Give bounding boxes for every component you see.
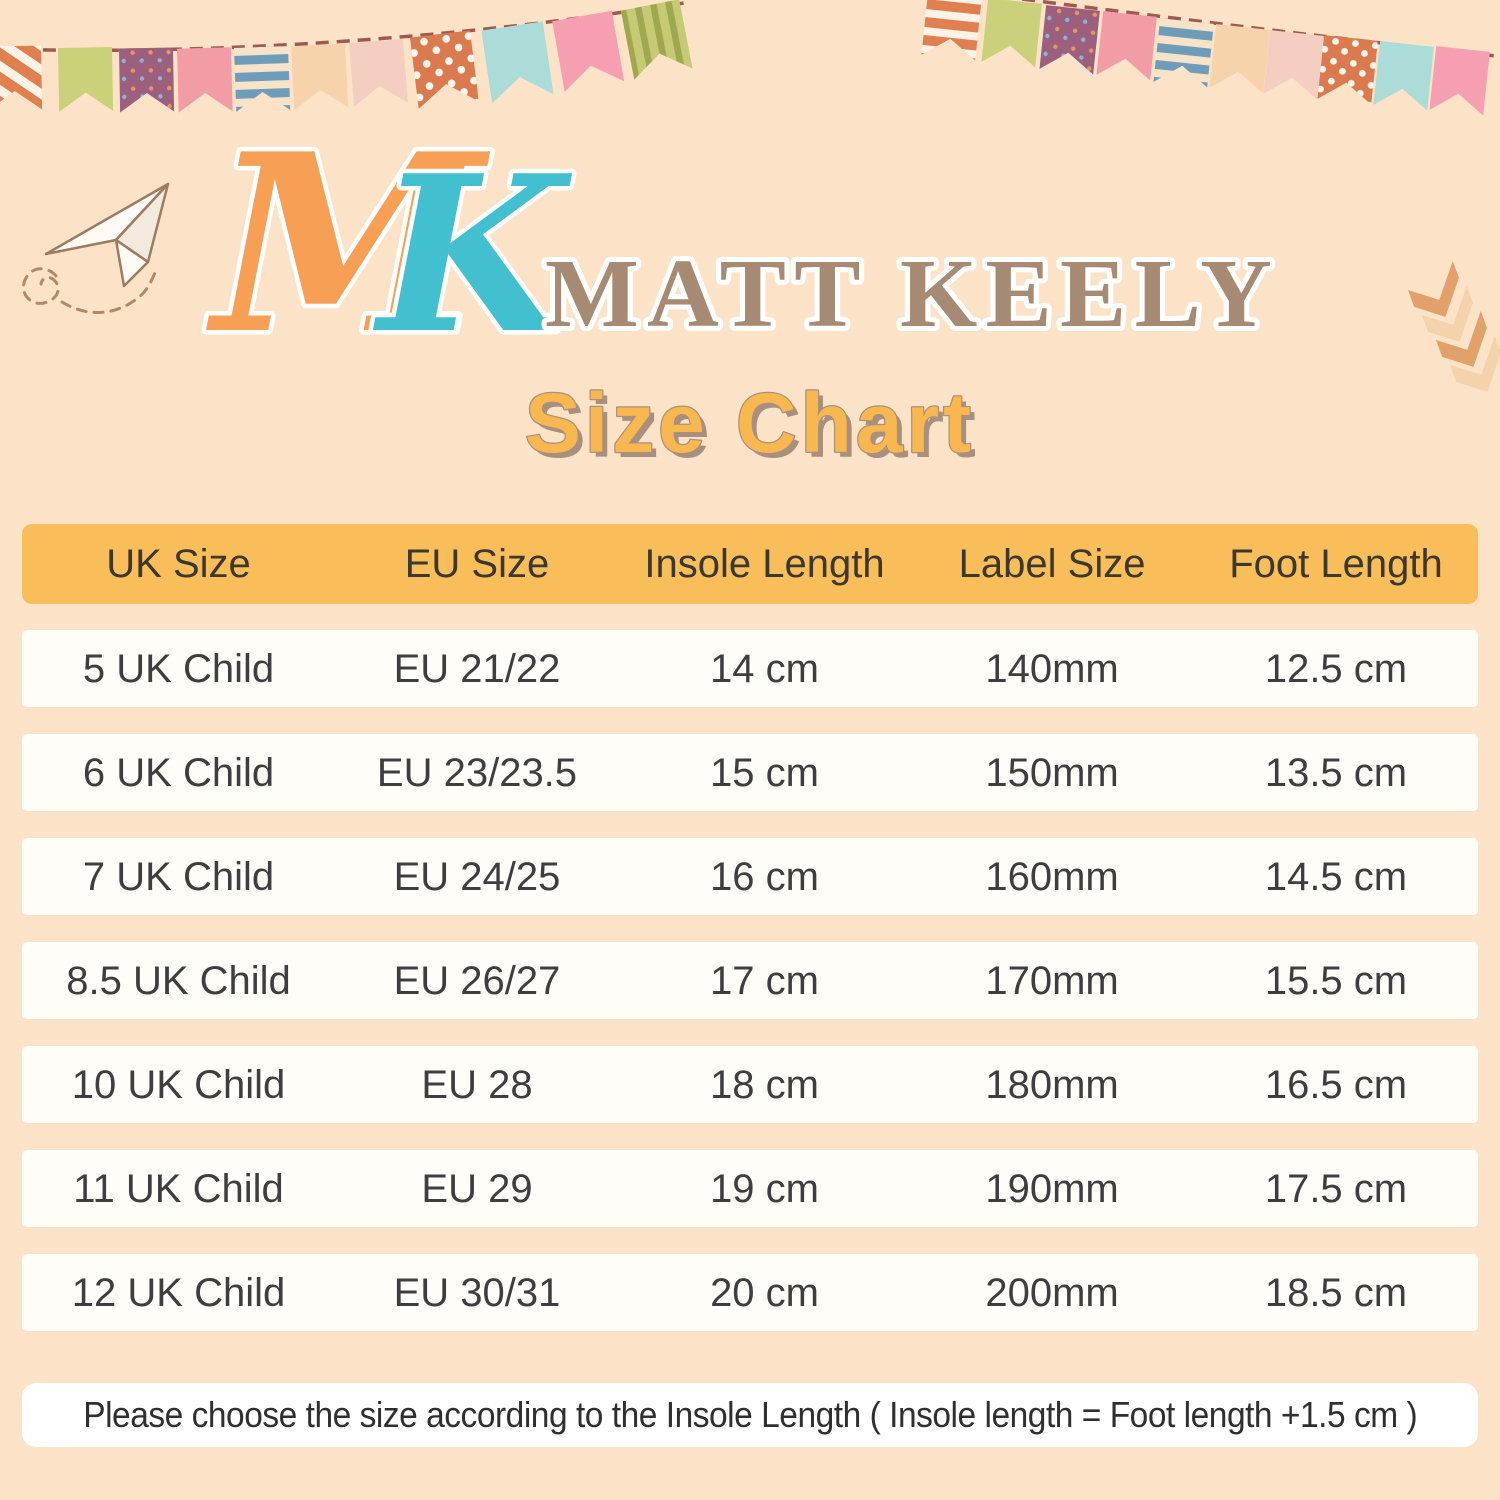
column-header: UK Size (106, 542, 251, 586)
table-cell: 12 UK Child (71, 1270, 286, 1315)
table-cell: 13.5 cm (1264, 750, 1408, 795)
page-title-shadow: Size Chart (530, 381, 980, 475)
brand-name: MATT KEELY (545, 240, 1280, 347)
table-cell: 8.5 UK Child (66, 958, 291, 1003)
swirl-trail (21, 267, 158, 314)
flag (1209, 24, 1270, 94)
table-body: 5 UK Child EU 21/22 14 cm 140mm 12.5 cm 6 UK … (22, 630, 1478, 1331)
table-cell: 170mm (985, 958, 1119, 1003)
table-cell: 200mm (985, 1270, 1119, 1315)
table-cell: 5 UK Child (82, 646, 275, 691)
table-cell: 180mm (985, 1062, 1119, 1107)
size-table: UK Size EU Size Insole Length Label Size Foo… (22, 524, 1478, 1358)
table-cell: 15.5 cm (1264, 958, 1408, 1003)
flag (58, 47, 114, 112)
table-cell: 17.5 cm (1264, 1166, 1408, 1211)
flag (1263, 30, 1324, 100)
table-cell: 11 UK Child (73, 1166, 284, 1211)
bunting-right (921, 0, 1500, 116)
paper-plane-icon (44, 182, 170, 288)
flag (552, 10, 625, 92)
flag (119, 47, 175, 113)
table-cell: 10 UK Child (71, 1062, 286, 1107)
flag (921, 0, 982, 61)
note-text: Please choose the size according to the … (82, 1394, 1417, 1435)
table-cell: EU 26/27 (393, 958, 561, 1003)
table-row: 6 UK Child EU 23/23.5 15 cm 150mm 13.5 cm (22, 734, 1478, 811)
table-cell: 16 cm (710, 854, 819, 899)
table-cell: 18.5 cm (1264, 1270, 1408, 1315)
flag (1153, 18, 1214, 88)
flag (0, 45, 43, 111)
table-row: 8.5 UK Child EU 26/27 17 cm 170mm 15.5 cm (22, 942, 1478, 1019)
flag (409, 30, 479, 109)
table-cell: 140mm (985, 646, 1119, 691)
table-cell: 190mm (985, 1166, 1119, 1211)
flag (1373, 41, 1434, 111)
flag (1429, 46, 1490, 116)
table-header-row: UK Size EU Size Insole Length Label Size Foo… (22, 524, 1478, 604)
page-title: Size Chart (525, 376, 975, 470)
table-cell: EU 29 (421, 1166, 533, 1211)
table-cell: 16.5 cm (1264, 1062, 1408, 1107)
column-header: Insole Length (644, 542, 885, 586)
table-cell: 14.5 cm (1264, 854, 1408, 899)
table-cell: 6 UK Child (82, 750, 275, 795)
table-row: 7 UK Child EU 24/25 16 cm 160mm 14.5 cm (22, 838, 1478, 915)
table-cell: 160mm (985, 854, 1119, 899)
column-header: Label Size (958, 542, 1146, 586)
table-cell: 19 cm (710, 1166, 819, 1211)
chevrons-icon (1408, 260, 1500, 392)
table-row: 5 UK Child EU 21/22 14 cm 140mm 12.5 cm (22, 630, 1478, 707)
note-bar: Please choose the size according to the … (22, 1383, 1478, 1447)
table-cell: 150mm (985, 750, 1119, 795)
table-cell: EU 30/31 (393, 1270, 561, 1315)
column-header: Foot Length (1229, 542, 1443, 586)
table-cell: 15 cm (710, 750, 819, 795)
table-cell: 7 UK Child (82, 854, 275, 899)
table-cell: EU 23/23.5 (376, 750, 578, 795)
bunting-left (0, 0, 693, 113)
flag (1039, 5, 1100, 75)
flag (349, 38, 408, 107)
table-cell: 18 cm (710, 1062, 819, 1107)
table-cell: EU 28 (421, 1062, 533, 1107)
table-cell: 20 cm (710, 1270, 819, 1315)
table-cell: 17 cm (710, 958, 819, 1003)
table-cell: EU 24/25 (393, 854, 561, 899)
table-row: 12 UK Child EU 30/31 20 cm 200mm 18.5 cm (22, 1254, 1478, 1331)
brand-monogram-k: K (372, 128, 572, 381)
flag (981, 0, 1042, 68)
table-row: 10 UK Child EU 28 18 cm 180mm 16.5 cm (22, 1046, 1478, 1123)
column-header: EU Size (404, 542, 550, 586)
brand-monogram-m: M (206, 100, 491, 388)
flag (1317, 35, 1378, 105)
table-row: 11 UK Child EU 29 19 cm 190mm 17.5 cm (22, 1150, 1478, 1227)
table-cell: 14 cm (710, 646, 819, 691)
table-cell: 12.5 cm (1264, 646, 1408, 691)
flag (620, 0, 693, 80)
table-cell: EU 21/22 (393, 646, 561, 691)
flag (1096, 11, 1157, 81)
flag (481, 21, 554, 104)
